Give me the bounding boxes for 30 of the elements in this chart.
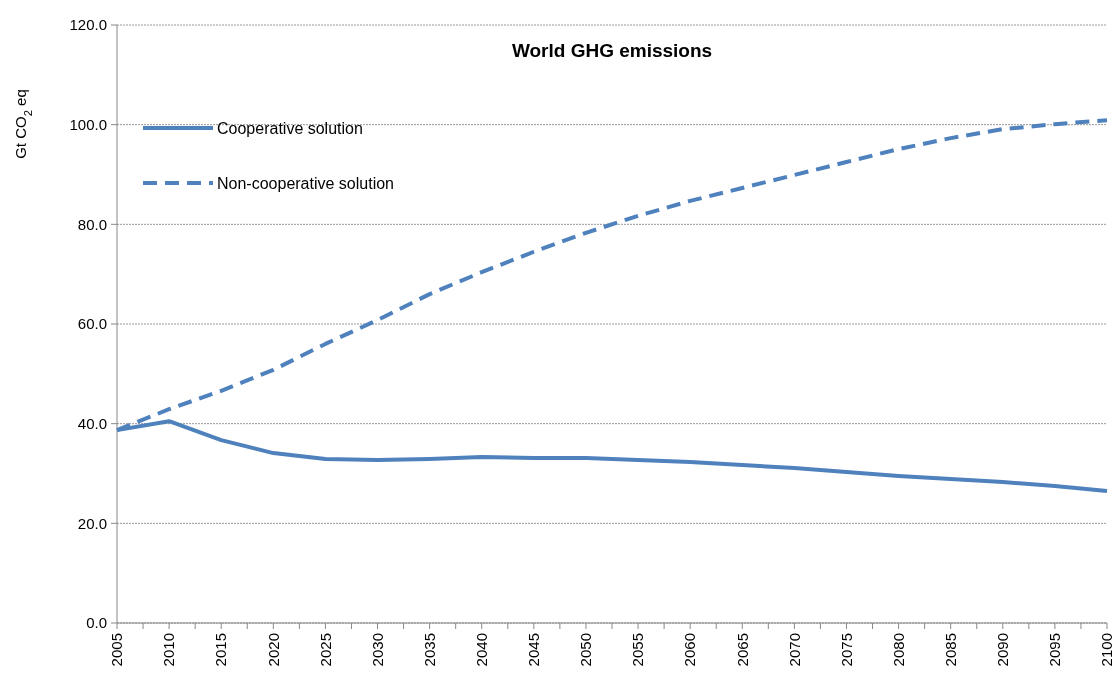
x-tick-label: 2095 bbox=[1046, 633, 1064, 667]
y-tick-label: 120.0 bbox=[69, 16, 107, 34]
y-tick-label: 0.0 bbox=[86, 614, 107, 632]
text: World GHG emissions bbox=[511, 40, 713, 61]
x-tick-label: 2035 bbox=[420, 633, 438, 667]
x-tick-label: 2050 bbox=[577, 633, 595, 667]
x-tick-label: 2060 bbox=[681, 633, 699, 667]
y-tick-label: 20.0 bbox=[77, 514, 107, 532]
x-tick-label: 2010 bbox=[160, 633, 178, 667]
x-tick-label: 2080 bbox=[889, 633, 907, 667]
x-tick-label: 2085 bbox=[941, 633, 959, 667]
x-tick-label: 2075 bbox=[837, 633, 855, 667]
legend-label: Cooperative solution bbox=[217, 119, 363, 137]
y-tick-label: 80.0 bbox=[77, 215, 107, 233]
y-tick-label: 60.0 bbox=[77, 315, 107, 333]
y-tick-label: 100.0 bbox=[69, 115, 107, 133]
x-tick-label: 2040 bbox=[472, 633, 490, 667]
x-tick-label: 2020 bbox=[264, 633, 282, 667]
y-tick-label: 40.0 bbox=[77, 414, 107, 432]
legend-label: Non-cooperative solution bbox=[217, 174, 394, 192]
x-tick-label: 2100 bbox=[1098, 633, 1116, 667]
x-tick-label: 2005 bbox=[108, 633, 126, 667]
x-tick-label: 2030 bbox=[368, 633, 386, 667]
x-tick-label: 2055 bbox=[629, 633, 647, 667]
x-tick-label: 2015 bbox=[212, 633, 230, 667]
x-tick-label: 2065 bbox=[733, 633, 751, 667]
x-tick-label: 2025 bbox=[316, 633, 334, 667]
x-tick-label: 2045 bbox=[525, 633, 543, 667]
x-tick-label: 2090 bbox=[994, 633, 1012, 667]
x-tick-label: 2070 bbox=[785, 633, 803, 667]
